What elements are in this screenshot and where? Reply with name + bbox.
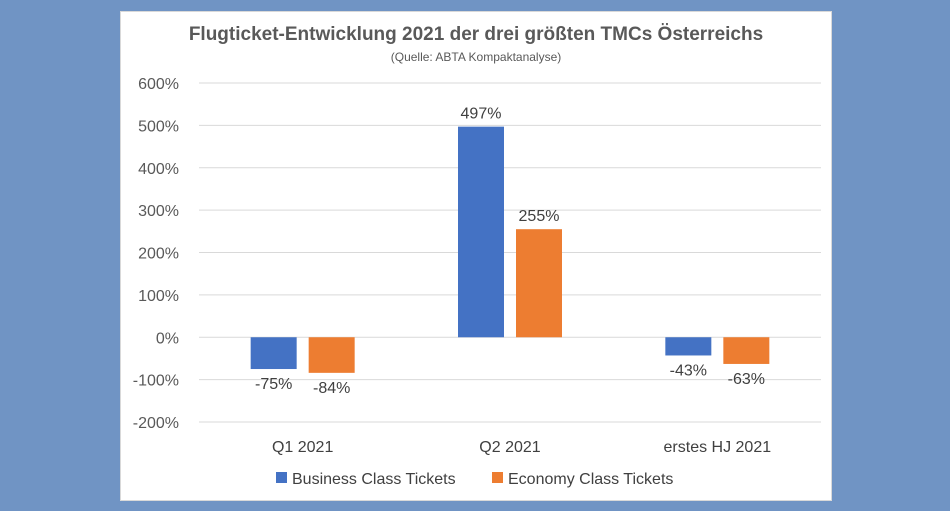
legend-swatch <box>276 472 287 483</box>
data-label: -84% <box>313 380 350 397</box>
y-tick-label: 500% <box>138 118 179 135</box>
x-category-label: Q1 2021 <box>272 439 333 456</box>
legend-label: Economy Class Tickets <box>508 471 673 488</box>
data-label: -75% <box>255 376 292 393</box>
y-tick-label: 400% <box>138 161 179 178</box>
bar <box>458 126 504 338</box>
data-label: -63% <box>728 371 765 388</box>
bar <box>250 337 297 370</box>
chart-card: Flugticket-Entwicklung 2021 der drei grö… <box>121 12 831 500</box>
legend-swatch <box>492 472 503 483</box>
data-label: -43% <box>670 362 707 379</box>
bars <box>250 126 770 373</box>
y-tick-label: 0% <box>156 330 179 347</box>
chart-subtitle: (Quelle: ABTA Kompaktanalyse) <box>391 50 562 64</box>
legend: Business Class Tickets Economy Class Tick… <box>276 471 673 488</box>
y-tick-label: 100% <box>138 288 179 305</box>
data-label: 497% <box>461 106 502 123</box>
x-category-label: erstes HJ 2021 <box>664 439 772 456</box>
data-label: 255% <box>519 208 560 225</box>
bar <box>665 337 712 356</box>
x-axis-categories: Q1 2021 Q2 2021 erstes HJ 2021 <box>272 439 771 456</box>
bar <box>723 337 770 364</box>
y-tick-label: 300% <box>138 203 179 220</box>
bar <box>308 337 355 373</box>
y-tick-label: -100% <box>133 373 179 390</box>
chart-title: Flugticket-Entwicklung 2021 der drei grö… <box>189 24 763 45</box>
bar <box>516 229 562 338</box>
y-tick-label: 600% <box>138 76 179 93</box>
y-tick-label: -200% <box>133 415 179 432</box>
y-axis-ticks: 600% 500% 400% 300% 200% 100% 0% -100% -200% <box>133 76 179 432</box>
data-labels: -75% -84% 497% 255% -43% -63% <box>255 106 765 397</box>
gridlines <box>199 82 821 423</box>
bar-chart: Flugticket-Entwicklung 2021 der drei grö… <box>133 24 821 488</box>
x-category-label: Q2 2021 <box>479 439 540 456</box>
y-tick-label: 200% <box>138 246 179 263</box>
legend-label: Business Class Tickets <box>292 471 456 488</box>
